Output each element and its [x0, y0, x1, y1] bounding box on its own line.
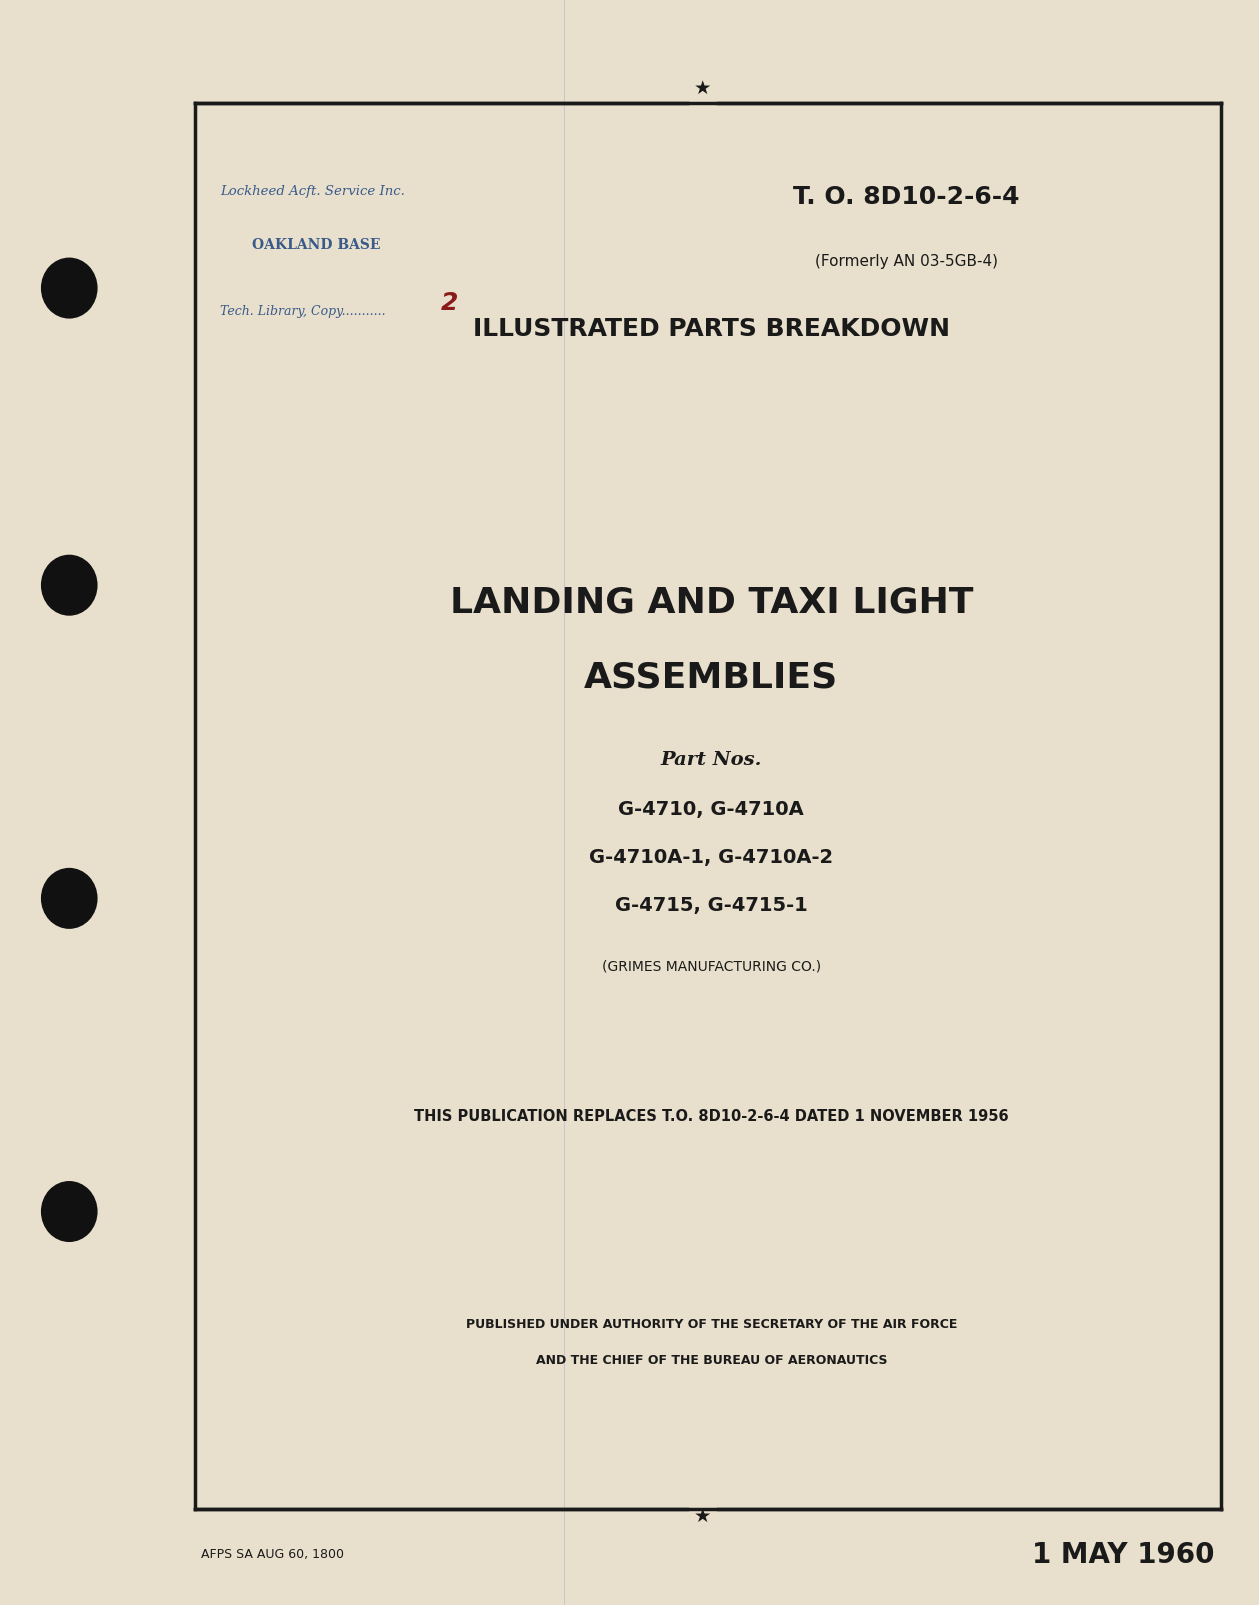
Ellipse shape — [42, 555, 98, 616]
Ellipse shape — [42, 258, 98, 319]
Text: 1 MAY 1960: 1 MAY 1960 — [1032, 1539, 1215, 1568]
Text: G-4710A-1, G-4710A-2: G-4710A-1, G-4710A-2 — [589, 847, 833, 867]
Text: ASSEMBLIES: ASSEMBLIES — [584, 660, 838, 695]
Text: G-4710, G-4710A: G-4710, G-4710A — [618, 799, 805, 819]
Text: T. O. 8D10-2-6-4: T. O. 8D10-2-6-4 — [793, 185, 1020, 209]
Text: Part Nos.: Part Nos. — [661, 750, 762, 769]
Text: Lockheed Acft. Service Inc.: Lockheed Acft. Service Inc. — [220, 185, 405, 197]
Ellipse shape — [42, 1181, 98, 1242]
Text: ★: ★ — [694, 79, 711, 98]
Text: ILLUSTRATED PARTS BREAKDOWN: ILLUSTRATED PARTS BREAKDOWN — [473, 318, 949, 340]
Text: ★: ★ — [694, 1505, 711, 1525]
Text: THIS PUBLICATION REPLACES T.O. 8D10-2-6-4 DATED 1 NOVEMBER 1956: THIS PUBLICATION REPLACES T.O. 8D10-2-6-… — [414, 1107, 1008, 1123]
Text: (Formerly AN 03-5GB-4): (Formerly AN 03-5GB-4) — [815, 254, 998, 268]
Text: G-4715, G-4715-1: G-4715, G-4715-1 — [614, 896, 808, 915]
Text: OAKLAND BASE: OAKLAND BASE — [252, 238, 380, 252]
Ellipse shape — [42, 868, 98, 929]
Text: Tech. Library, Copy...........: Tech. Library, Copy........... — [220, 305, 387, 318]
Text: LANDING AND TAXI LIGHT: LANDING AND TAXI LIGHT — [449, 584, 973, 620]
Text: 2: 2 — [441, 291, 458, 315]
Text: (GRIMES MANUFACTURING CO.): (GRIMES MANUFACTURING CO.) — [602, 960, 821, 973]
Text: AFPS SA AUG 60, 1800: AFPS SA AUG 60, 1800 — [201, 1547, 345, 1560]
Text: PUBLISHED UNDER AUTHORITY OF THE SECRETARY OF THE AIR FORCE: PUBLISHED UNDER AUTHORITY OF THE SECRETA… — [466, 1318, 957, 1331]
Text: AND THE CHIEF OF THE BUREAU OF AERONAUTICS: AND THE CHIEF OF THE BUREAU OF AERONAUTI… — [535, 1353, 888, 1366]
